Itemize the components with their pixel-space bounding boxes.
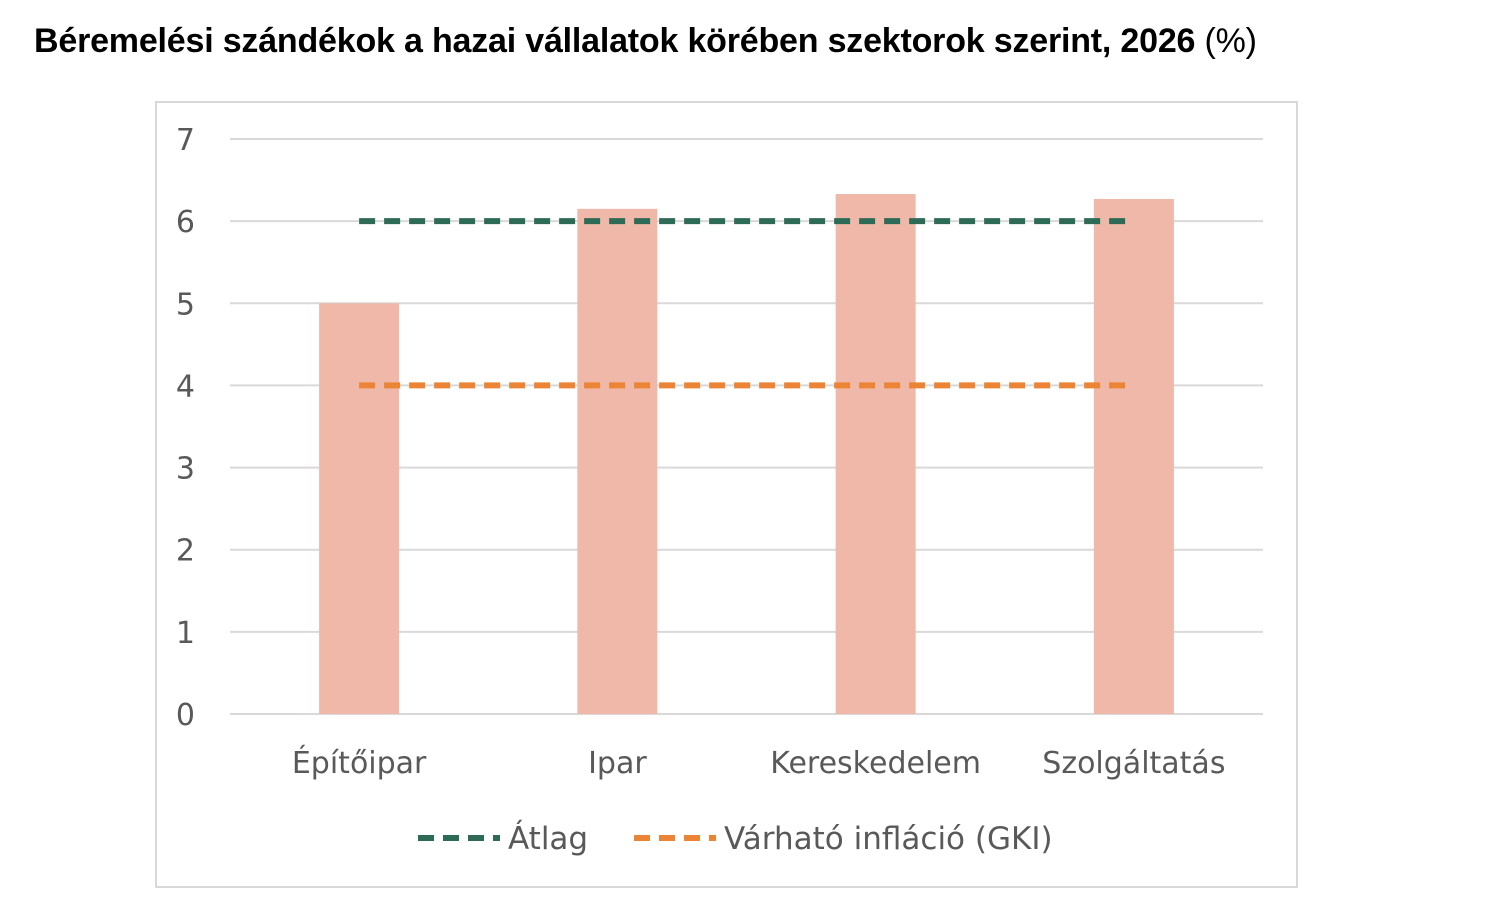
y-tick-label: 4 [176,369,195,404]
x-tick-label: Ipar [588,746,647,781]
chart-title: Béremelési szándékok a hazai vállalatok … [34,22,1257,61]
y-tick-label: 1 [176,616,195,651]
y-tick-label: 3 [176,452,195,487]
bar [319,303,400,714]
bars [319,194,1174,715]
y-tick-label: 0 [176,698,195,733]
x-tick-label: Kereskedelem [770,746,981,781]
gridlines [230,138,1263,715]
reference-lines [359,218,1134,389]
x-tick-label: Építőipar [292,745,427,781]
chart-title-text: Béremelési szándékok a hazai vállalatok … [34,22,1196,60]
x-tick-label: Szolgáltatás [1042,746,1225,781]
bar [835,194,916,715]
y-tick-label: 2 [176,534,195,569]
y-tick-label: 7 [176,123,195,158]
y-axis-ticks: 0 1 2 3 4 5 6 7 [176,123,195,733]
legend-label: Átlag [508,821,588,857]
chart-title-unit: (%) [1204,22,1257,60]
bar [1093,198,1174,714]
bar [577,208,658,715]
y-tick-label: 5 [176,287,195,322]
x-axis-ticks: Építőipar Ipar Kereskedelem Szolgáltatás [292,745,1226,781]
legend: Átlag Várható infláció (GKI) [418,821,1053,857]
legend-label: Várható infláció (GKI) [724,821,1053,857]
y-tick-label: 6 [176,205,195,240]
